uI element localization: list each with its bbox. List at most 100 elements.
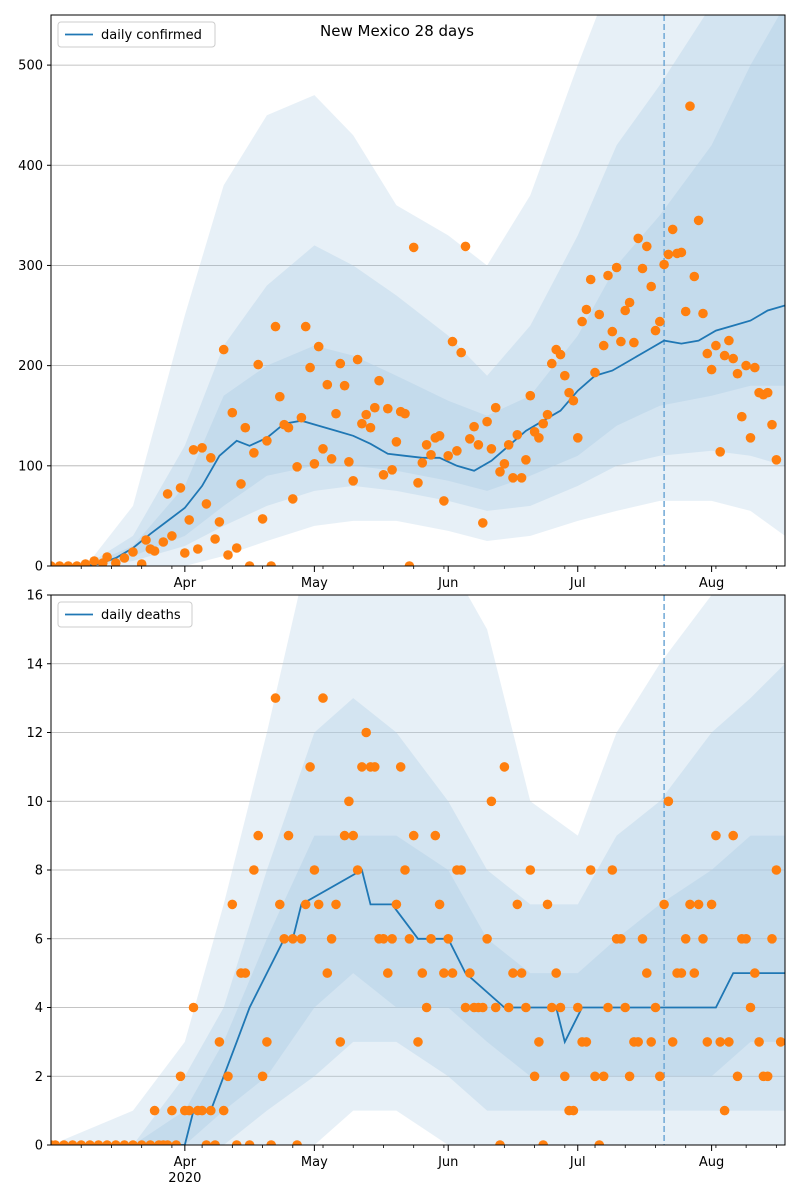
data-point <box>206 1105 216 1116</box>
data-point <box>534 1037 544 1047</box>
legend-label: daily confirmed <box>101 28 202 43</box>
data-point <box>512 430 523 440</box>
data-point <box>292 1140 302 1145</box>
y-tick-label: 100 <box>18 459 43 474</box>
data-point <box>698 308 708 319</box>
data-point <box>538 1140 548 1145</box>
confirmed-panel: 0 100 200 300 400 500 Apr May Jun Jul Aug daily con… <box>18 14 786 591</box>
data-point <box>240 422 251 433</box>
data-point <box>370 762 380 772</box>
y-tick-label: 6 <box>35 932 43 947</box>
data-point <box>262 436 272 446</box>
data-point <box>313 341 324 352</box>
data-point <box>365 422 376 433</box>
data-point <box>547 358 557 369</box>
band-inner <box>51 15 785 566</box>
data-point <box>145 1140 156 1145</box>
data-point <box>322 968 333 978</box>
data-point <box>378 470 389 480</box>
data-point <box>620 305 630 316</box>
data-point <box>663 249 674 260</box>
data-point <box>775 1037 785 1047</box>
data-point <box>128 547 138 557</box>
data-point <box>119 1140 130 1145</box>
data-point <box>309 459 320 469</box>
data-point <box>67 1140 78 1145</box>
data-point <box>516 473 527 483</box>
data-point <box>249 448 259 458</box>
data-point <box>305 362 315 373</box>
data-point <box>490 1002 501 1013</box>
data-point <box>728 353 738 364</box>
legend: daily confirmed <box>57 21 216 48</box>
data-point <box>201 1140 212 1145</box>
data-point <box>322 379 333 390</box>
data-point <box>171 1140 181 1145</box>
y-tick-label: 500 <box>18 59 43 74</box>
data-point <box>167 531 177 541</box>
data-point <box>63 561 74 566</box>
data-point <box>465 434 475 444</box>
data-point <box>538 418 548 429</box>
data-point <box>357 418 367 429</box>
data-point <box>680 306 691 317</box>
figure-title: New Mexico 28 days <box>320 22 474 40</box>
data-point <box>288 934 298 944</box>
data-point <box>585 865 596 875</box>
band-inner <box>51 835 785 1145</box>
data-point <box>426 934 436 944</box>
data-point <box>443 451 454 461</box>
data-point <box>318 444 328 454</box>
x-tick-label: Aug <box>699 1155 724 1170</box>
data-point <box>244 561 255 566</box>
data-point <box>750 968 760 978</box>
data-point <box>326 934 337 944</box>
data-point <box>54 561 65 566</box>
data-point <box>659 259 669 270</box>
data-point <box>560 1071 570 1082</box>
axes-frame <box>50 14 786 567</box>
data-point <box>51 561 56 566</box>
data-point <box>378 934 389 944</box>
data-point <box>300 321 311 332</box>
data-point <box>218 1105 229 1116</box>
data-point <box>111 1140 121 1145</box>
data-point <box>231 543 242 553</box>
data-point <box>447 336 458 347</box>
data-point <box>421 1002 432 1013</box>
data-point <box>283 830 294 841</box>
data-point <box>339 830 350 841</box>
data-point <box>495 1140 505 1145</box>
data-point <box>180 548 190 558</box>
data-point <box>236 479 246 489</box>
data-point <box>244 1140 255 1145</box>
data-point <box>283 422 294 433</box>
data-point <box>408 830 419 841</box>
data-point <box>210 1140 220 1145</box>
y-tick-label: 0 <box>35 1139 43 1154</box>
data-point <box>529 1071 540 1082</box>
x-tick-label: Aug <box>699 576 724 591</box>
data-point <box>767 419 777 430</box>
data-point <box>495 467 505 477</box>
data-point <box>400 408 410 419</box>
data-point <box>270 693 281 703</box>
data-point <box>603 1002 613 1013</box>
data-point <box>706 899 717 910</box>
data-point <box>573 433 583 443</box>
data-point <box>227 899 238 910</box>
data-point <box>348 476 359 486</box>
data-point <box>162 1140 173 1145</box>
data-point <box>59 1140 69 1145</box>
data-point <box>693 899 704 910</box>
data-point <box>706 364 717 375</box>
data-point <box>750 362 760 373</box>
legend-label: daily deaths <box>101 608 181 623</box>
data-point <box>521 455 531 465</box>
data-point <box>512 899 523 910</box>
data-point <box>732 368 743 379</box>
data-point <box>184 515 194 525</box>
data-point <box>460 241 471 252</box>
y-tick-label: 10 <box>26 795 43 810</box>
data-point <box>534 433 544 443</box>
